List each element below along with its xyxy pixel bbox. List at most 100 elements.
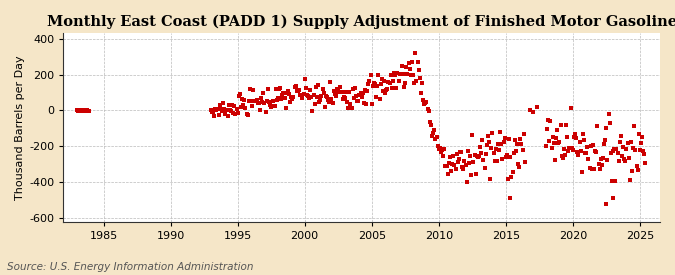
Point <box>313 82 323 87</box>
Point <box>77 108 88 113</box>
Point <box>484 140 495 144</box>
Point <box>280 106 291 110</box>
Point <box>348 87 358 92</box>
Point <box>573 152 584 157</box>
Point <box>370 81 381 86</box>
Point <box>440 163 451 168</box>
Point <box>277 93 288 98</box>
Point <box>238 103 248 108</box>
Point <box>477 137 488 142</box>
Point <box>556 153 567 158</box>
Point <box>292 89 302 93</box>
Point <box>626 140 637 144</box>
Point <box>630 148 641 152</box>
Point <box>317 87 328 91</box>
Point <box>410 51 421 55</box>
Point <box>261 98 272 103</box>
Point <box>246 99 256 103</box>
Point <box>404 67 415 71</box>
Point <box>558 156 568 161</box>
Point <box>253 101 264 106</box>
Point <box>425 120 435 124</box>
Point <box>578 137 589 142</box>
Point <box>232 111 243 115</box>
Point <box>488 150 499 155</box>
Point <box>634 148 645 152</box>
Point <box>372 84 383 89</box>
Point <box>599 142 610 147</box>
Point <box>256 96 267 100</box>
Point <box>387 79 398 84</box>
Point <box>447 162 458 166</box>
Point <box>531 105 542 109</box>
Point <box>554 140 565 144</box>
Y-axis label: Thousand Barrels per Day: Thousand Barrels per Day <box>15 55 25 200</box>
Point <box>207 110 217 114</box>
Point <box>483 133 493 138</box>
Point <box>234 91 245 96</box>
Point <box>507 170 518 174</box>
Point <box>566 146 577 150</box>
Point <box>392 71 403 75</box>
Point <box>306 94 317 99</box>
Point <box>267 104 277 108</box>
Point <box>222 114 233 118</box>
Point <box>519 160 530 164</box>
Point <box>437 148 448 152</box>
Point <box>329 92 340 97</box>
Point <box>500 136 510 141</box>
Point <box>346 106 357 111</box>
Point <box>279 96 290 101</box>
Point <box>576 170 587 174</box>
Point <box>512 142 522 146</box>
Point <box>637 135 647 140</box>
Point <box>565 105 576 110</box>
Point <box>425 123 436 127</box>
Point <box>603 112 614 117</box>
Point <box>558 146 569 151</box>
Point <box>568 148 578 152</box>
Point <box>420 101 431 106</box>
Point <box>490 147 501 151</box>
Point <box>242 112 253 117</box>
Point <box>362 89 373 94</box>
Point <box>403 61 414 65</box>
Point <box>580 151 591 155</box>
Point <box>422 107 433 111</box>
Point <box>589 167 599 172</box>
Point <box>284 92 294 96</box>
Point <box>570 131 580 136</box>
Point <box>461 180 472 184</box>
Point <box>427 133 437 138</box>
Point <box>82 109 93 113</box>
Point <box>321 94 331 98</box>
Point <box>614 139 625 144</box>
Point <box>435 150 446 155</box>
Point <box>319 91 329 95</box>
Point <box>451 152 462 156</box>
Point <box>614 158 624 163</box>
Point <box>252 100 263 105</box>
Point <box>240 106 251 111</box>
Point <box>621 147 632 151</box>
Point <box>632 167 643 172</box>
Point <box>353 99 364 104</box>
Point <box>433 147 444 152</box>
Point <box>231 107 242 112</box>
Point <box>616 154 627 159</box>
Point <box>429 128 439 133</box>
Point <box>401 65 412 70</box>
Point <box>442 172 453 176</box>
Point <box>333 89 344 93</box>
Point <box>382 87 393 92</box>
Point <box>555 123 566 127</box>
Point <box>466 173 477 177</box>
Point <box>413 67 424 72</box>
Point <box>518 132 529 136</box>
Point <box>590 149 601 153</box>
Point <box>503 177 514 181</box>
Point <box>380 90 391 95</box>
Point <box>561 123 572 128</box>
Point <box>211 108 222 112</box>
Point <box>609 147 620 151</box>
